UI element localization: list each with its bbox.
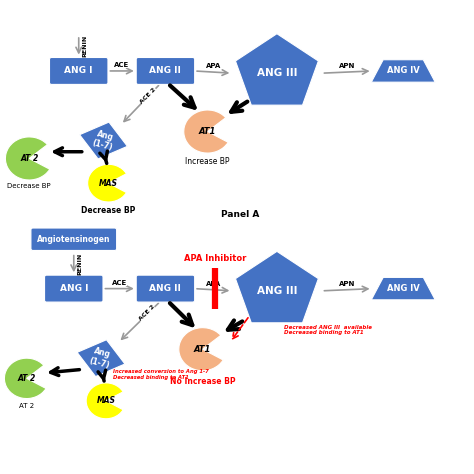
Text: Panel A: Panel A [220, 210, 259, 219]
Text: AT1: AT1 [199, 127, 216, 136]
Text: APN: APN [339, 281, 355, 287]
Text: ANG III: ANG III [256, 68, 297, 78]
Wedge shape [88, 164, 127, 202]
Text: AT1: AT1 [194, 345, 211, 354]
Text: ACE 2: ACE 2 [138, 304, 155, 322]
Text: ANG II: ANG II [149, 284, 182, 293]
Text: AT 2: AT 2 [19, 403, 34, 409]
Text: ANG I: ANG I [64, 66, 93, 75]
Text: APA: APA [206, 281, 221, 287]
Polygon shape [236, 34, 319, 105]
Text: ANG IV: ANG IV [387, 284, 419, 293]
Wedge shape [184, 110, 228, 153]
Polygon shape [77, 340, 125, 377]
Text: APN: APN [339, 64, 355, 69]
Polygon shape [371, 277, 435, 300]
Text: Angiotensinogen: Angiotensinogen [37, 235, 110, 244]
Text: Increased conversion to Ang 1-7
Decreased binding to AT1: Increased conversion to Ang 1-7 Decrease… [113, 369, 209, 380]
Text: RENIN: RENIN [77, 253, 82, 275]
Text: MAS: MAS [99, 179, 118, 188]
Text: Decrease BP: Decrease BP [8, 183, 51, 189]
Wedge shape [4, 358, 46, 399]
Text: Ang
(1-7): Ang (1-7) [91, 128, 116, 153]
Polygon shape [80, 122, 128, 159]
Text: Ang
(1-7): Ang (1-7) [89, 346, 114, 370]
Text: APA: APA [206, 64, 221, 69]
FancyBboxPatch shape [49, 57, 108, 84]
Text: Increase BP: Increase BP [185, 157, 230, 166]
Text: ANG III: ANG III [256, 286, 297, 296]
Text: ANG I: ANG I [60, 284, 88, 293]
Wedge shape [5, 137, 50, 180]
Text: No Increase BP: No Increase BP [170, 377, 236, 386]
Text: APA Inhibitor: APA Inhibitor [184, 254, 246, 263]
FancyBboxPatch shape [45, 275, 103, 302]
Polygon shape [236, 251, 319, 323]
Text: ANG IV: ANG IV [387, 66, 419, 75]
Text: ANG II: ANG II [149, 66, 182, 75]
Text: RENIN: RENIN [82, 35, 87, 57]
Text: ACE 2: ACE 2 [139, 87, 157, 104]
FancyBboxPatch shape [136, 57, 195, 84]
FancyBboxPatch shape [136, 275, 195, 302]
FancyBboxPatch shape [31, 228, 117, 250]
Text: Decrease BP: Decrease BP [81, 206, 136, 215]
Polygon shape [371, 60, 435, 82]
Text: Decreased ANG III  available
Decreased binding to AT1: Decreased ANG III available Decreased bi… [284, 325, 373, 335]
Text: MAS: MAS [97, 396, 116, 405]
Text: ACE: ACE [112, 280, 127, 286]
Text: AT 2: AT 2 [18, 374, 36, 383]
Text: AT 2: AT 2 [20, 154, 38, 163]
Text: ACE: ACE [114, 62, 130, 68]
Wedge shape [86, 383, 123, 419]
Wedge shape [179, 328, 223, 371]
